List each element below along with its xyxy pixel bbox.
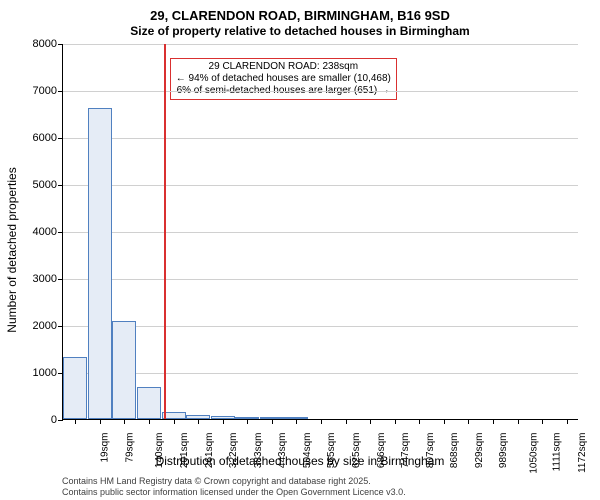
annotation-line2: ← 94% of detached houses are smaller (10…	[176, 73, 391, 85]
gridline	[63, 279, 578, 280]
x-tick-mark	[100, 419, 101, 424]
x-tick-mark	[247, 419, 248, 424]
gridline	[63, 44, 578, 45]
histogram-bar	[112, 321, 136, 419]
x-tick-mark	[567, 419, 568, 424]
histogram-bar	[137, 387, 161, 419]
footer-line1: Contains HM Land Registry data © Crown c…	[62, 476, 406, 487]
x-tick-mark	[223, 419, 224, 424]
y-tick-label: 0	[51, 414, 63, 426]
gridline	[63, 326, 578, 327]
annotation-line1: 29 CLARENDON ROAD: 238sqm	[176, 61, 391, 73]
y-axis-label: Number of detached properties	[5, 167, 19, 332]
x-tick-mark	[124, 419, 125, 424]
gridline	[63, 232, 578, 233]
y-tick-label: 4000	[33, 226, 63, 238]
footer-attribution: Contains HM Land Registry data © Crown c…	[62, 476, 406, 498]
plot-area: 29 CLARENDON ROAD: 238sqm ← 94% of detac…	[62, 44, 578, 420]
y-tick-label: 6000	[33, 132, 63, 144]
x-tick-mark	[493, 419, 494, 424]
x-tick-mark	[542, 419, 543, 424]
y-tick-label: 3000	[33, 273, 63, 285]
gridline	[63, 138, 578, 139]
x-axis-label: Distribution of detached houses by size …	[0, 454, 600, 468]
x-tick-mark	[149, 419, 150, 424]
gridline	[63, 185, 578, 186]
x-tick-mark	[419, 419, 420, 424]
x-tick-mark	[518, 419, 519, 424]
x-tick-mark	[444, 419, 445, 424]
histogram-bar	[88, 108, 112, 419]
x-tick-mark	[370, 419, 371, 424]
y-tick-label: 7000	[33, 85, 63, 97]
y-tick-label: 5000	[33, 179, 63, 191]
y-tick-label: 2000	[33, 320, 63, 332]
y-tick-label: 1000	[33, 367, 63, 379]
x-tick-mark	[296, 419, 297, 424]
x-tick-mark	[468, 419, 469, 424]
y-tick-label: 8000	[33, 38, 63, 50]
gridline	[63, 373, 578, 374]
reference-line	[164, 44, 166, 419]
x-tick-mark	[346, 419, 347, 424]
x-tick-mark	[395, 419, 396, 424]
chart-container: 29, CLARENDON ROAD, BIRMINGHAM, B16 9SD …	[0, 0, 600, 500]
x-tick-mark	[174, 419, 175, 424]
histogram-bar	[63, 357, 87, 419]
gridline	[63, 91, 578, 92]
annotation-box: 29 CLARENDON ROAD: 238sqm ← 94% of detac…	[170, 58, 397, 100]
chart-title-subtitle: Size of property relative to detached ho…	[0, 24, 600, 38]
chart-title-main: 29, CLARENDON ROAD, BIRMINGHAM, B16 9SD	[0, 8, 600, 23]
footer-line2: Contains public sector information licen…	[62, 487, 406, 498]
x-tick-mark	[272, 419, 273, 424]
x-tick-mark	[75, 419, 76, 424]
x-tick-mark	[321, 419, 322, 424]
x-tick-mark	[198, 419, 199, 424]
